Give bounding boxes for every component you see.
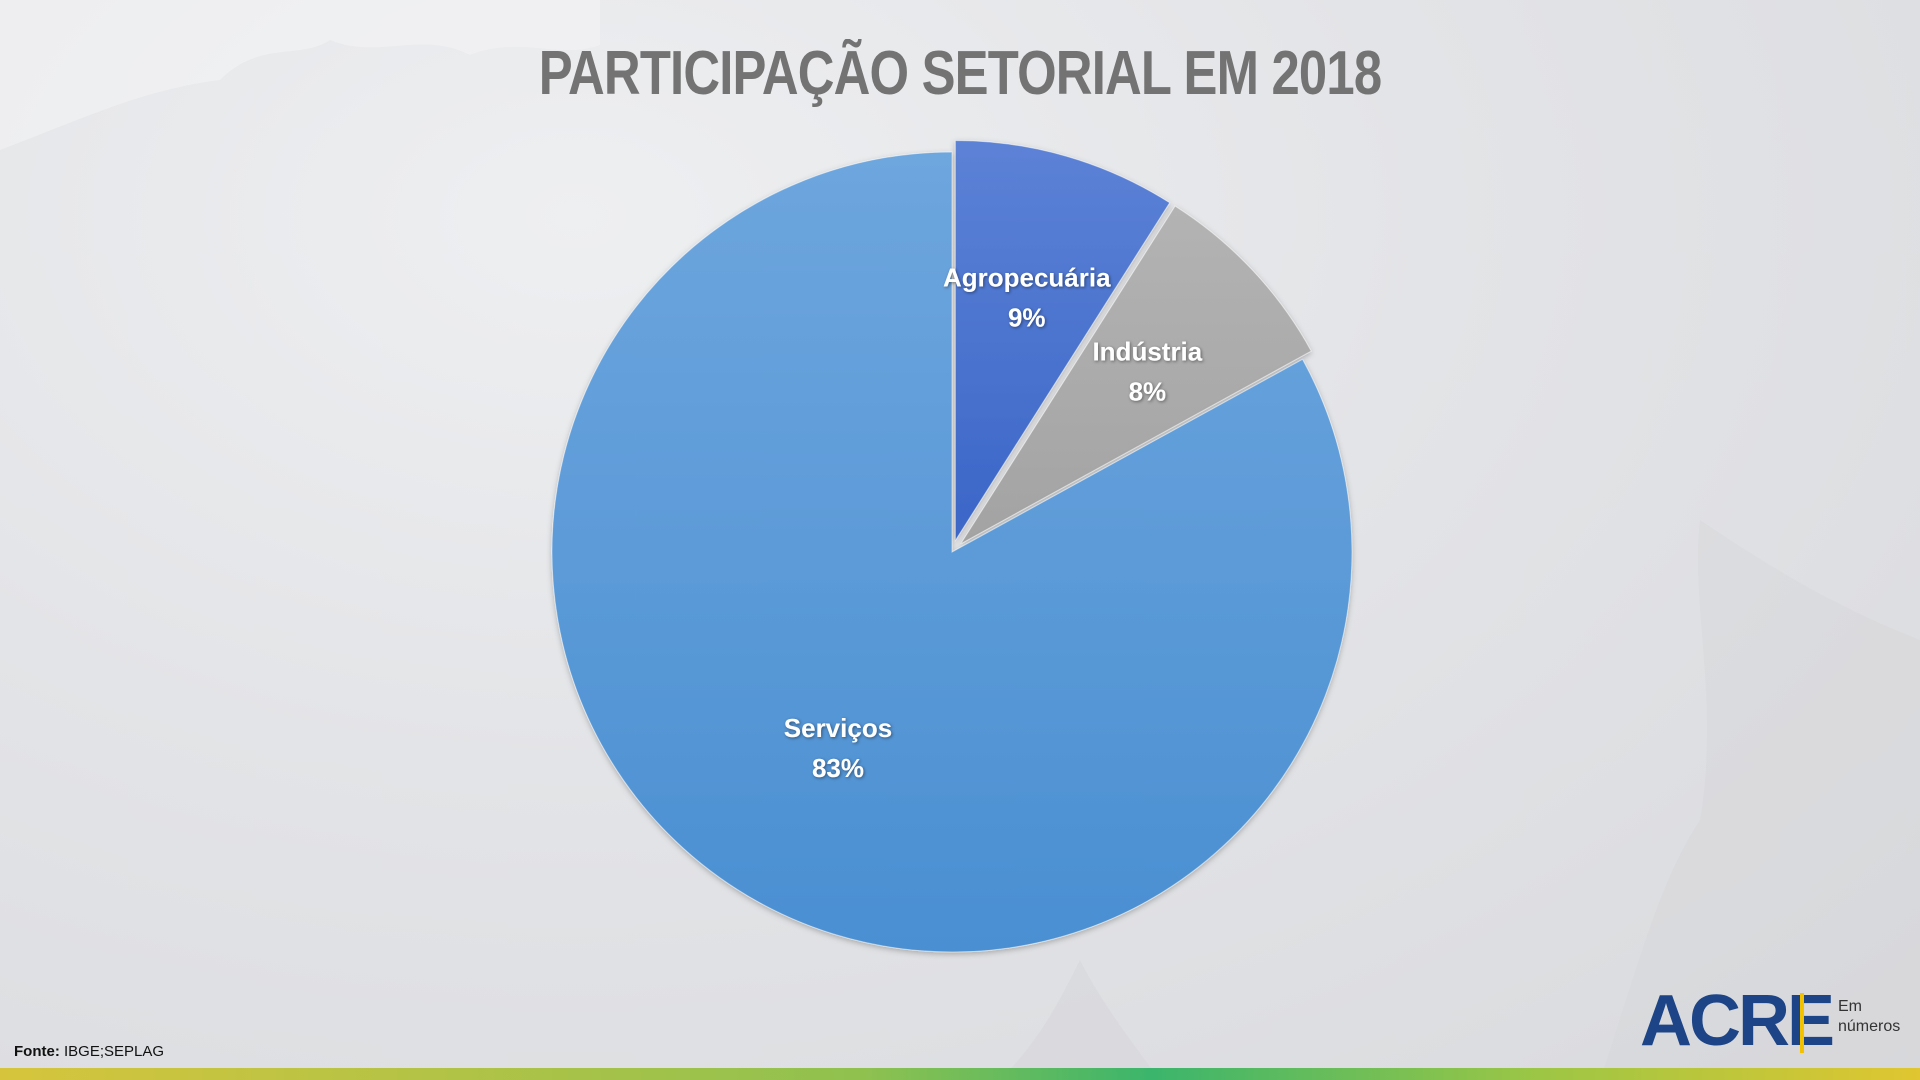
logo-subtitle: Em números [1838, 997, 1918, 1037]
pie-slice-agropecuaria [954, 139, 1171, 543]
logo-accent-bar [1800, 993, 1804, 1053]
pie-slice-industria [960, 205, 1312, 545]
source-label: Fonte: [14, 1043, 60, 1060]
data-label-industria: Indústria 8% [1092, 337, 1202, 407]
acre-em-numeros-logo: ACRE Em números [1640, 985, 1910, 1057]
data-label-agropecuaria: Agropecuária 9% [943, 263, 1111, 333]
source-text: IBGE;SEPLAG [64, 1043, 165, 1060]
logo-sub-line-1: Em [1838, 998, 1862, 1015]
pie-slice-servicos [551, 151, 1353, 953]
bottom-color-stripe [0, 1068, 1920, 1080]
source-note: Fonte: IBGE;SEPLAG [14, 1043, 164, 1060]
chart-title: PARTICIPAÇÃO SETORIAL EM 2018 [538, 39, 1382, 108]
logo-sub-line-2: números [1838, 1018, 1901, 1035]
data-label-servicos: Serviços 83% [784, 713, 892, 783]
